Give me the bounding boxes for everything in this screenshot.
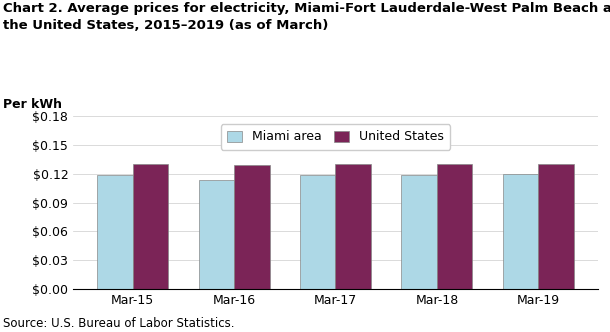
Bar <box>198 180 234 289</box>
Bar <box>336 164 371 289</box>
Text: Source: U.S. Bureau of Labor Statistics.: Source: U.S. Bureau of Labor Statistics. <box>3 317 235 330</box>
Bar <box>503 174 539 289</box>
Text: Chart 2. Average prices for electricity, Miami-Fort Lauderdale-West Palm Beach a: Chart 2. Average prices for electricity,… <box>3 2 610 32</box>
Text: Per kWh: Per kWh <box>3 98 62 111</box>
Bar <box>132 164 168 289</box>
Bar <box>539 164 574 289</box>
Bar <box>300 175 336 289</box>
Bar <box>234 165 270 289</box>
Bar <box>401 175 437 289</box>
Bar <box>437 164 473 289</box>
Bar <box>97 175 132 289</box>
Legend: Miami area, United States: Miami area, United States <box>221 124 450 150</box>
